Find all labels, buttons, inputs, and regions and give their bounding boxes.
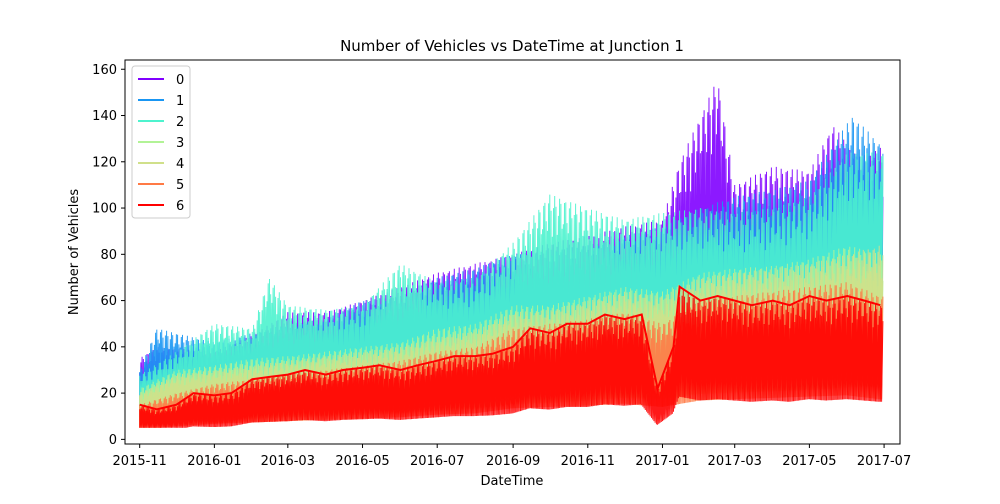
y-tick-label: 0	[109, 433, 117, 448]
y-tick-label: 160	[92, 63, 117, 78]
legend: 0 1 2 3 4 5 6	[131, 65, 191, 219]
series-6-trend-line	[139, 284, 881, 411]
chart-title: Number of Vehicles vs DateTime at Juncti…	[340, 37, 684, 55]
y-tick-label: 80	[100, 248, 117, 263]
y-tick-label: 120	[92, 155, 117, 170]
y-tick-label: 60	[100, 294, 117, 309]
x-tick-label: 2017-07	[857, 454, 911, 469]
y-tick-label: 140	[92, 109, 117, 124]
legend-label-2: 2	[176, 115, 184, 130]
x-tick-label: 2016-03	[261, 454, 315, 469]
x-axis: 2015-11 2016-01 2016-03 2016-05 2016-07 2016-…	[113, 444, 911, 469]
legend-label-0: 0	[176, 73, 184, 88]
x-tick-label: 2015-11	[113, 454, 167, 469]
y-tick-label: 100	[92, 202, 117, 217]
y-tick-label: 20	[100, 387, 117, 402]
x-tick-label: 2016-11	[561, 454, 615, 469]
legend-label-3: 3	[176, 136, 184, 151]
x-tick-label: 2017-01	[635, 454, 689, 469]
x-tick-label: 2016-07	[410, 454, 464, 469]
x-tick-label: 2016-05	[335, 454, 389, 469]
series-layer	[139, 86, 884, 428]
x-axis-label: DateTime	[481, 474, 544, 489]
y-tick-label: 40	[100, 340, 117, 355]
legend-label-5: 5	[176, 178, 184, 193]
plot-frame	[124, 59, 901, 445]
legend-label-1: 1	[176, 94, 184, 109]
y-axis-label: Number of Vehicles	[67, 189, 82, 316]
legend-label-6: 6	[176, 199, 184, 214]
x-tick-label: 2017-05	[782, 454, 836, 469]
x-tick-label: 2017-03	[708, 454, 762, 469]
x-tick-label: 2016-01	[187, 454, 241, 469]
x-tick-label: 2016-09	[486, 454, 540, 469]
series-6-line	[139, 289, 884, 428]
y-axis: 0 20 40 60 80 100 120 140 160	[92, 63, 125, 448]
legend-label-4: 4	[176, 157, 184, 172]
